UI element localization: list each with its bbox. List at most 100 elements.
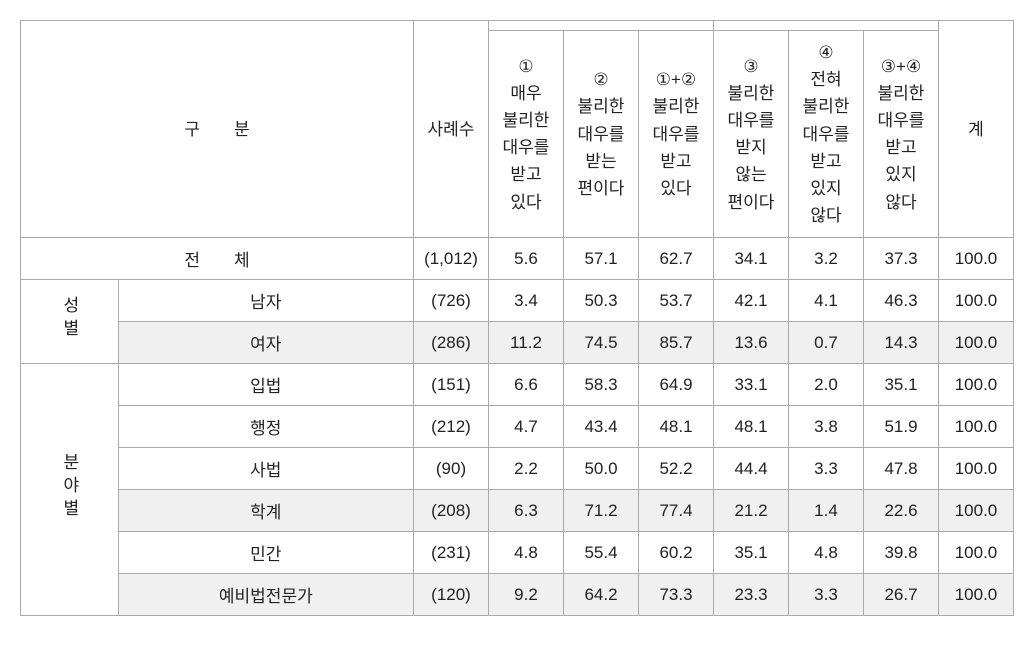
cell-c3: 34.1 — [714, 238, 789, 280]
cell-count: (151) — [414, 364, 489, 406]
header-col1: ① 매우 불리한 대우를 받고 있다 — [489, 31, 564, 238]
cell-c34: 35.1 — [864, 364, 939, 406]
header-total: 계 — [939, 21, 1014, 238]
cell-c34: 26.7 — [864, 574, 939, 616]
cell-c1: 6.3 — [489, 490, 564, 532]
cell-c2: 71.2 — [564, 490, 639, 532]
cell-c1: 4.7 — [489, 406, 564, 448]
group-gender-label-text: 성별 — [57, 296, 82, 342]
cell-c4: 3.3 — [789, 448, 864, 490]
header-category: 구 분 — [21, 21, 414, 238]
cell-count: (231) — [414, 532, 489, 574]
cell-c2: 57.1 — [564, 238, 639, 280]
cell-c1: 11.2 — [489, 322, 564, 364]
cell-c12: 85.7 — [639, 322, 714, 364]
cell-c4: 1.4 — [789, 490, 864, 532]
header-col4: ④ 전혀 불리한 대우를 받고 있지 않다 — [789, 31, 864, 238]
cell-c2: 50.3 — [564, 280, 639, 322]
label-field-3: 학계 — [118, 490, 413, 532]
cell-c1: 6.6 — [489, 364, 564, 406]
cell-c2: 55.4 — [564, 532, 639, 574]
cell-c34: 37.3 — [864, 238, 939, 280]
header-spacer-row: 구 분 사례수 계 — [21, 21, 1014, 31]
cell-total: 100.0 — [939, 532, 1014, 574]
header-col2: ② 불리한 대우를 받는 편이다 — [564, 31, 639, 238]
label-total: 전 체 — [21, 238, 414, 280]
cell-total: 100.0 — [939, 280, 1014, 322]
header-group-no-disadvantage — [714, 21, 939, 31]
cell-count: (120) — [414, 574, 489, 616]
row-field-3: 학계 (208) 6.3 71.2 77.4 21.2 1.4 22.6 100… — [21, 490, 1014, 532]
cell-total: 100.0 — [939, 406, 1014, 448]
group-field-label-text: 분야별 — [57, 453, 82, 522]
cell-total: 100.0 — [939, 322, 1014, 364]
cell-c12: 64.9 — [639, 364, 714, 406]
cell-c3: 48.1 — [714, 406, 789, 448]
cell-c12: 52.2 — [639, 448, 714, 490]
table-body: 전 체 (1,012) 5.6 57.1 62.7 34.1 3.2 37.3 … — [21, 238, 1014, 616]
table-header: 구 분 사례수 계 ① 매우 불리한 대우를 받고 있다 ② 불리한 대우를 받… — [21, 21, 1014, 238]
cell-c1: 2.2 — [489, 448, 564, 490]
cell-count: (208) — [414, 490, 489, 532]
cell-c1: 3.4 — [489, 280, 564, 322]
cell-total: 100.0 — [939, 364, 1014, 406]
cell-c3: 13.6 — [714, 322, 789, 364]
cell-c3: 33.1 — [714, 364, 789, 406]
group-gender-label: 성별 — [21, 280, 119, 364]
header-col12: ①+② 불리한 대우를 받고 있다 — [639, 31, 714, 238]
cell-c4: 0.7 — [789, 322, 864, 364]
cell-c4: 3.8 — [789, 406, 864, 448]
cell-c4: 3.3 — [789, 574, 864, 616]
cell-total: 100.0 — [939, 238, 1014, 280]
group-field-label: 분야별 — [21, 364, 119, 616]
cell-c12: 60.2 — [639, 532, 714, 574]
cell-c4: 4.1 — [789, 280, 864, 322]
header-col34: ③+④ 불리한 대우를 받고 있지 않다 — [864, 31, 939, 238]
cell-c34: 47.8 — [864, 448, 939, 490]
cell-c2: 50.0 — [564, 448, 639, 490]
cell-c12: 62.7 — [639, 238, 714, 280]
cell-c34: 22.6 — [864, 490, 939, 532]
label-field-5: 예비법전문가 — [118, 574, 413, 616]
cell-c12: 48.1 — [639, 406, 714, 448]
cell-c2: 58.3 — [564, 364, 639, 406]
cell-total: 100.0 — [939, 490, 1014, 532]
row-field-2: 사법 (90) 2.2 50.0 52.2 44.4 3.3 47.8 100.… — [21, 448, 1014, 490]
cell-c4: 2.0 — [789, 364, 864, 406]
cell-c3: 23.3 — [714, 574, 789, 616]
cell-c4: 3.2 — [789, 238, 864, 280]
row-gender-0: 성별 남자 (726) 3.4 50.3 53.7 42.1 4.1 46.3 … — [21, 280, 1014, 322]
cell-c3: 35.1 — [714, 532, 789, 574]
row-gender-1: 여자 (286) 11.2 74.5 85.7 13.6 0.7 14.3 10… — [21, 322, 1014, 364]
cell-count: (1,012) — [414, 238, 489, 280]
label-field-2: 사법 — [118, 448, 413, 490]
cell-count: (90) — [414, 448, 489, 490]
header-count: 사례수 — [414, 21, 489, 238]
cell-count: (726) — [414, 280, 489, 322]
cell-c12: 77.4 — [639, 490, 714, 532]
cell-total: 100.0 — [939, 448, 1014, 490]
cell-c4: 4.8 — [789, 532, 864, 574]
cell-c3: 44.4 — [714, 448, 789, 490]
row-field-4: 민간 (231) 4.8 55.4 60.2 35.1 4.8 39.8 100… — [21, 532, 1014, 574]
label-field-1: 행정 — [118, 406, 413, 448]
cell-c34: 39.8 — [864, 532, 939, 574]
cell-count: (286) — [414, 322, 489, 364]
label-gender-0: 남자 — [118, 280, 413, 322]
cell-count: (212) — [414, 406, 489, 448]
survey-table-container: 구 분 사례수 계 ① 매우 불리한 대우를 받고 있다 ② 불리한 대우를 받… — [20, 20, 1014, 616]
row-field-0: 분야별 입법 (151) 6.6 58.3 64.9 33.1 2.0 35.1… — [21, 364, 1014, 406]
cell-c2: 64.2 — [564, 574, 639, 616]
header-col3: ③ 불리한 대우를 받지 않는 편이다 — [714, 31, 789, 238]
row-field-1: 행정 (212) 4.7 43.4 48.1 48.1 3.8 51.9 100… — [21, 406, 1014, 448]
cell-total: 100.0 — [939, 574, 1014, 616]
label-gender-1: 여자 — [118, 322, 413, 364]
cell-c34: 46.3 — [864, 280, 939, 322]
survey-table: 구 분 사례수 계 ① 매우 불리한 대우를 받고 있다 ② 불리한 대우를 받… — [20, 20, 1014, 616]
row-field-5: 예비법전문가 (120) 9.2 64.2 73.3 23.3 3.3 26.7… — [21, 574, 1014, 616]
cell-c2: 43.4 — [564, 406, 639, 448]
cell-c3: 21.2 — [714, 490, 789, 532]
cell-c12: 53.7 — [639, 280, 714, 322]
cell-c2: 74.5 — [564, 322, 639, 364]
cell-c12: 73.3 — [639, 574, 714, 616]
